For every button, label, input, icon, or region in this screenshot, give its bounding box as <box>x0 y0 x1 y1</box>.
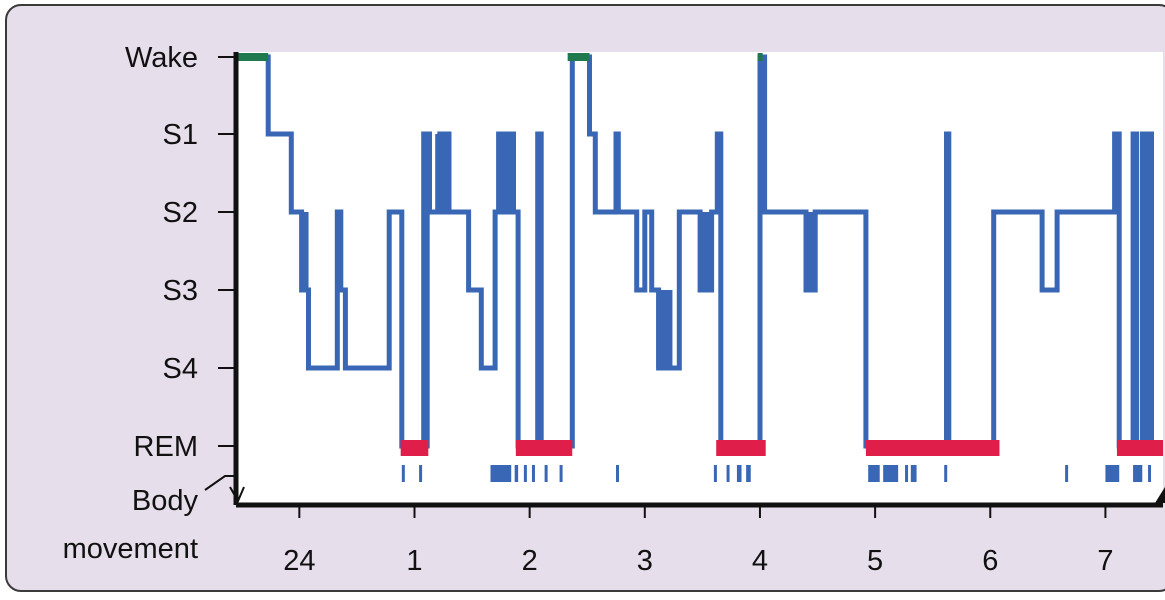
body-movement-mark <box>616 465 620 482</box>
wake-segment <box>757 53 763 61</box>
y-axis-arrowhead <box>229 486 245 504</box>
rem-period <box>1116 440 1163 456</box>
x-tick-label: 5 <box>867 545 883 577</box>
body-movement-mark <box>713 465 717 482</box>
x-axis-arrowhead <box>1155 487 1165 503</box>
body-movement-mark <box>905 465 909 482</box>
y-tick-label: Wake <box>125 42 198 74</box>
y-tick-label: S2 <box>163 197 198 229</box>
x-tick-label: 24 <box>283 545 315 577</box>
wake-segment <box>236 53 269 61</box>
body-movement-mark <box>1105 465 1120 482</box>
body-movement-mark <box>883 465 899 482</box>
x-tick-label: 6 <box>982 545 998 577</box>
y-tick-label: S3 <box>163 275 198 307</box>
x-tick-label: 4 <box>752 545 768 577</box>
body-movement-mark <box>419 465 423 482</box>
body-movement-mark <box>523 465 527 482</box>
hypnogram-band <box>301 212 309 290</box>
body-movement-mark <box>910 465 917 482</box>
body-movement-leader <box>204 475 236 491</box>
body-movement-mark <box>1065 465 1069 482</box>
rem-period <box>716 440 766 456</box>
x-tick-label: 3 <box>637 545 653 577</box>
y-tick-label: S1 <box>163 119 198 151</box>
body-movement-label: Body <box>132 485 199 517</box>
y-tick-label: S4 <box>163 353 198 385</box>
wake-segment <box>567 53 590 61</box>
body-movement-mark <box>544 465 548 482</box>
body-movement-label: movement <box>63 533 198 565</box>
body-movement-mark <box>531 465 535 482</box>
hypnogram-band <box>803 212 815 290</box>
body-movement-mark <box>514 465 519 482</box>
x-tick-label: 1 <box>406 545 422 577</box>
body-movement-mark <box>868 465 880 482</box>
body-movement-mark <box>726 465 730 482</box>
body-movement-mark <box>490 465 512 482</box>
body-movement-mark <box>1148 465 1152 482</box>
rem-period <box>865 440 1000 456</box>
body-movement-mark <box>401 465 405 482</box>
body-movement-mark <box>559 465 563 482</box>
body-movement-mark <box>736 465 742 482</box>
x-tick-label: 2 <box>522 545 538 577</box>
body-movement-mark <box>944 465 948 482</box>
x-tick-label: 7 <box>1097 545 1113 577</box>
rem-period <box>400 440 429 456</box>
y-tick-label: REM <box>134 431 198 463</box>
rem-period <box>515 440 573 456</box>
body-movement-mark <box>1133 465 1143 482</box>
body-movement-mark <box>746 465 751 482</box>
hypnogram-band <box>702 212 714 290</box>
